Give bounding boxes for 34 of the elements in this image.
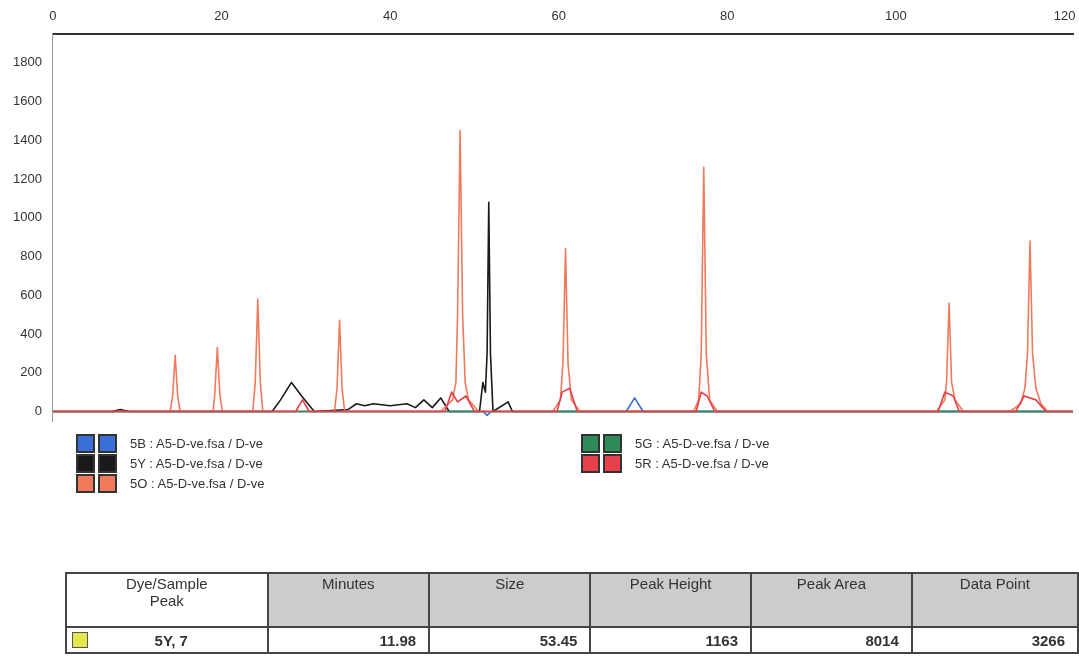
- x-tick-label: 0: [49, 8, 57, 24]
- legend-label: 5R : A5-D-ve.fsa / D-ve: [635, 456, 769, 471]
- y-tick-label: 1800: [13, 54, 42, 70]
- x-tick-label: 80: [720, 8, 735, 24]
- legend-label: 5G : A5-D-ve.fsa / D-ve: [635, 436, 770, 451]
- text: 1163: [705, 631, 739, 649]
- text: 11.98: [379, 631, 417, 649]
- y-tick-label: 1000: [13, 209, 42, 225]
- text: 5Y, 7: [154, 631, 188, 649]
- y-tick-label: 0: [34, 403, 42, 419]
- text: Minutes: [322, 575, 375, 592]
- text: Dye/Sample Peak: [124, 575, 209, 609]
- text: Data Point: [959, 575, 1030, 592]
- y-tick-label: 400: [20, 325, 42, 341]
- y-tick-label: 800: [20, 248, 42, 264]
- x-tick-label: 60: [551, 8, 566, 24]
- y-tick-label: 1600: [13, 93, 42, 109]
- x-tick-label: 100: [885, 8, 907, 24]
- text: Peak Height: [629, 575, 712, 592]
- text: 3266: [1031, 631, 1065, 649]
- x-tick-label: 40: [382, 8, 398, 24]
- text: 53.45: [539, 631, 578, 649]
- text: Size: [495, 575, 525, 592]
- x-tick-label: 120: [1053, 8, 1076, 24]
- y-tick-label: 1200: [13, 170, 42, 186]
- x-tick-label: 20: [214, 8, 229, 24]
- y-tick-label: 600: [20, 286, 42, 302]
- legend-label: 5O : A5-D-ve.fsa / D-ve: [130, 476, 265, 491]
- legend-label: 5Y : A5-D-ve.fsa / D-ve: [130, 456, 263, 471]
- text: Peak Area: [796, 575, 866, 592]
- legend-label: 5B : A5-D-ve.fsa / D-ve: [130, 436, 263, 451]
- y-tick-label: 200: [20, 364, 42, 380]
- y-tick-label: 1400: [13, 131, 42, 147]
- text: 8014: [865, 631, 899, 649]
